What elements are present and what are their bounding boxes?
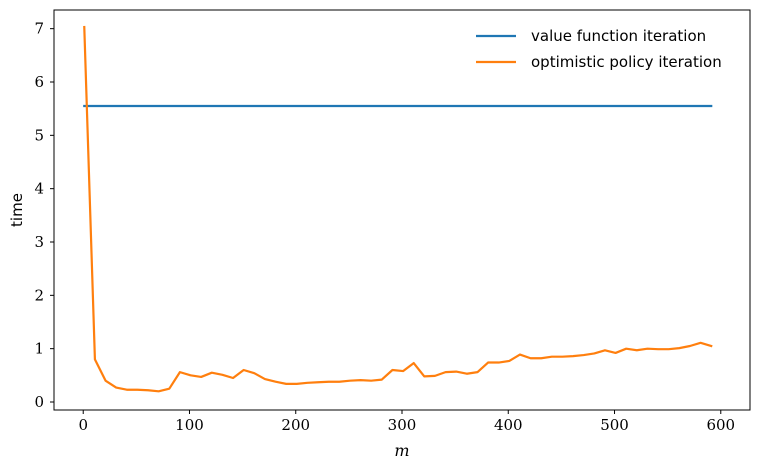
y-tick-label: 0 (34, 393, 44, 411)
y-tick-label: 2 (34, 286, 44, 304)
x-tick-label: 400 (494, 416, 523, 434)
x-axis-label: m (394, 441, 409, 460)
series-line-2 (83, 25, 713, 393)
y-tick-label: 4 (34, 180, 44, 198)
y-tick-label: 5 (34, 126, 44, 144)
y-tick-label: 1 (34, 340, 44, 358)
y-tick-label: 7 (34, 20, 44, 38)
legend-label: optimistic policy iteration (531, 53, 722, 71)
y-axis: 0 1 2 3 4 5 6 7 (34, 20, 54, 411)
x-tick-label: 0 (78, 416, 88, 434)
x-tick-label: 100 (175, 416, 204, 434)
x-tick-label: 200 (281, 416, 310, 434)
x-tick-label: 300 (388, 416, 417, 434)
y-axis-label: time (8, 193, 26, 227)
legend: value function iteration optimistic polic… (476, 27, 722, 71)
x-tick-label: 500 (600, 416, 629, 434)
y-tick-label: 3 (34, 233, 44, 251)
legend-label: value function iteration (531, 27, 706, 45)
x-tick-label: 600 (706, 416, 735, 434)
series-layer (83, 25, 713, 393)
y-tick-label: 6 (34, 73, 44, 91)
x-axis: 0 100 200 300 400 500 600 (78, 410, 735, 434)
